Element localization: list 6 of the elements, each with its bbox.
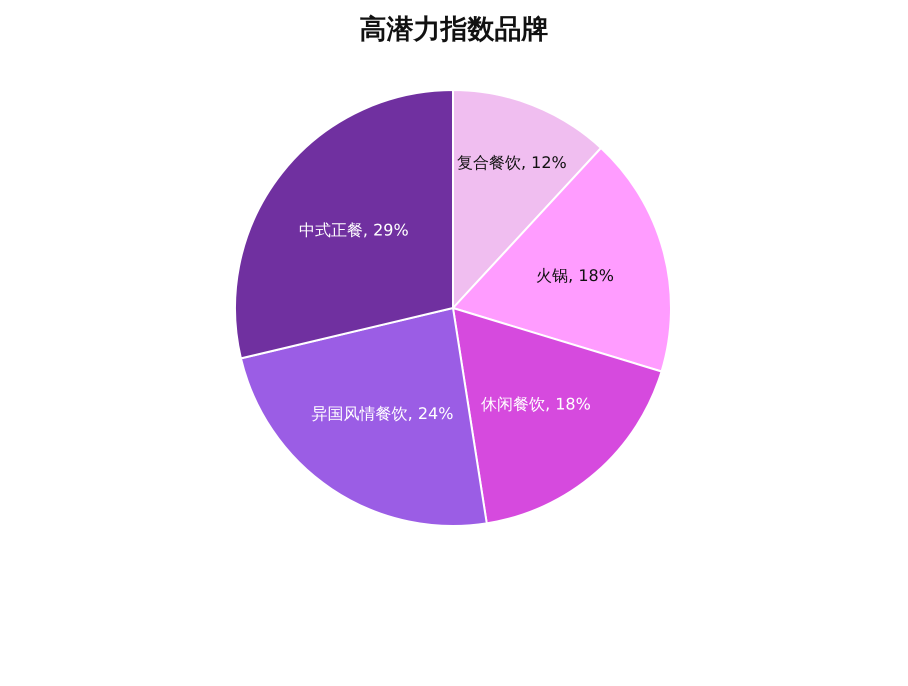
slice-label: 复合餐饮, 12% <box>457 152 567 172</box>
slice-label: 休闲餐饮, 18% <box>481 394 591 414</box>
chart-title: 高潜力指数品牌 <box>360 14 548 45</box>
slice-label: 异国风情餐饮, 24% <box>312 404 454 423</box>
slice-label: 火锅, 18% <box>536 266 614 285</box>
slice-label: 中式正餐, 29% <box>298 220 409 240</box>
